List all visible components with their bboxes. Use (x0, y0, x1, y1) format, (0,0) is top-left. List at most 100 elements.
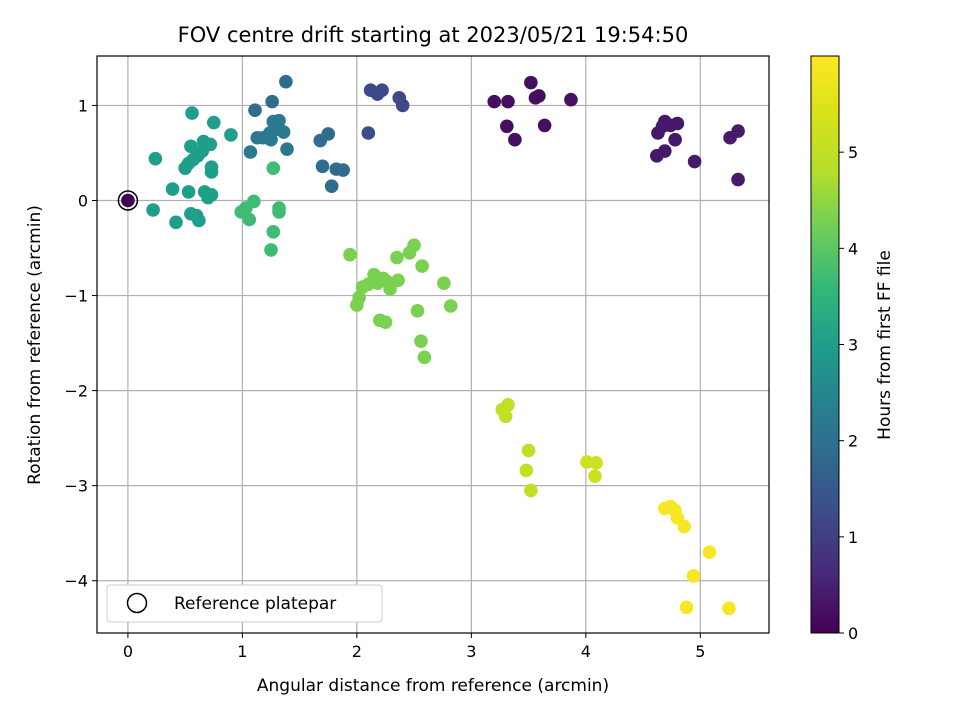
data-point (272, 205, 286, 219)
data-point (588, 469, 602, 483)
data-point (375, 83, 389, 98)
data-point (564, 92, 578, 107)
colorbar: 0 1 2 3 4 5 Hours from first FF file (810, 55, 895, 643)
data-point (361, 126, 376, 140)
data-point (391, 273, 405, 288)
chart-title: FOV centre drift starting at 2023/05/21 … (178, 23, 689, 47)
data-point (532, 89, 546, 103)
data-point (248, 103, 262, 117)
data-point (402, 245, 417, 260)
x-tick-label: 0 (123, 642, 133, 661)
data-point (204, 165, 219, 179)
colorbar-tick-label: 0 (848, 624, 858, 643)
data-point (266, 225, 281, 239)
data-point (395, 98, 410, 113)
data-point (242, 212, 257, 227)
data-point (355, 280, 370, 294)
data-point (500, 119, 514, 134)
data-point (501, 398, 515, 412)
data-point (239, 201, 253, 215)
data-point (498, 409, 513, 424)
data-point (668, 132, 682, 147)
y-tick-label: −4 (64, 572, 88, 591)
grid (97, 56, 769, 633)
data-point (383, 282, 397, 296)
data-point (264, 243, 278, 257)
legend-box (106, 584, 383, 623)
data-point (184, 139, 198, 154)
colorbar-tick-label: 3 (848, 336, 858, 355)
data-point (265, 94, 279, 109)
legend-entry-reference: Reference platepar (174, 594, 336, 614)
data-point (677, 519, 692, 534)
x-tick-label: 4 (581, 642, 591, 661)
data-point (390, 250, 404, 265)
data-point (280, 142, 294, 156)
x-axis-label: Angular distance from reference (arcmin) (257, 676, 609, 696)
x-axis-ticks: 0 1 2 3 4 5 (123, 633, 705, 661)
data-point (702, 545, 717, 560)
data-point (350, 298, 364, 312)
x-tick-label: 1 (237, 642, 247, 661)
data-point (670, 116, 685, 131)
data-point (731, 172, 745, 187)
data-point (206, 115, 221, 130)
data-point (146, 203, 160, 217)
data-point (524, 483, 538, 498)
data-point (524, 75, 538, 90)
y-tick-label: 0 (78, 191, 88, 210)
data-point (181, 185, 196, 199)
x-tick-label: 3 (466, 642, 476, 661)
data-point (687, 154, 702, 169)
colorbar-gradient (810, 55, 840, 634)
data-point (165, 182, 180, 196)
data-point (537, 118, 552, 133)
data-point (650, 149, 664, 163)
data-point (415, 259, 429, 273)
scatter-points (117, 74, 745, 616)
data-point (679, 600, 694, 615)
x-tick-label: 5 (695, 642, 705, 661)
data-point (521, 443, 536, 458)
data-point (201, 190, 215, 205)
colorbar-tick-label: 2 (848, 432, 858, 451)
data-point (178, 161, 192, 175)
data-point (315, 159, 330, 174)
data-point (336, 163, 350, 177)
data-point (686, 569, 701, 583)
data-point (437, 276, 451, 290)
data-point (266, 161, 281, 175)
data-point (378, 315, 393, 329)
data-point (256, 130, 270, 145)
plot-frame (96, 55, 770, 634)
data-point (501, 94, 515, 109)
data-point (169, 215, 183, 230)
data-point (722, 601, 736, 616)
y-tick-label: −3 (64, 477, 88, 496)
data-point (224, 128, 238, 142)
data-point (723, 130, 737, 145)
reference-point-marker (117, 190, 139, 211)
y-axis-ticks: 1 0 −1 −2 −3 −4 (64, 96, 97, 591)
x-tick-label: 2 (352, 642, 362, 661)
reference-point-fill (121, 193, 135, 208)
data-point (192, 213, 206, 228)
data-point (243, 145, 258, 159)
data-point (508, 132, 522, 147)
data-point (417, 350, 432, 365)
y-axis-label: Rotation from reference (arcmin) (25, 205, 45, 485)
data-point (279, 74, 293, 89)
data-point (343, 247, 357, 262)
legend-marker (126, 592, 148, 614)
data-point (148, 151, 163, 166)
data-point (324, 179, 339, 194)
data-point (519, 463, 534, 478)
data-point (589, 456, 603, 470)
colorbar-tick-label: 4 (848, 239, 858, 258)
y-tick-label: 1 (78, 96, 88, 115)
data-point (321, 127, 336, 141)
colorbar-tick-label: 5 (848, 143, 858, 162)
y-tick-label: −2 (64, 382, 88, 401)
data-point (410, 303, 425, 318)
